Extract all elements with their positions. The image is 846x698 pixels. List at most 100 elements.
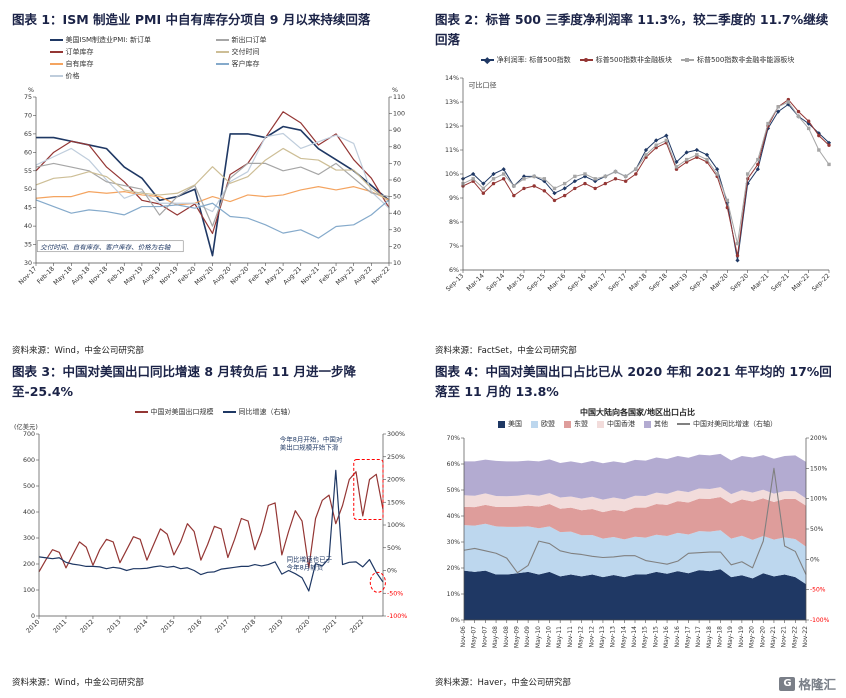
figure-3-plot: 0 100 200 300 400 500 600 700 -100% -50% 0% 50% 100%… xyxy=(12,418,417,640)
svg-text:Sep-18: Sep-18 xyxy=(648,272,669,293)
svg-text:10: 10 xyxy=(393,260,401,267)
legend-item-own-inventories: 自有库存 xyxy=(49,59,214,69)
svg-text:May-19: May-19 xyxy=(727,626,734,648)
svg-text:Nov-22: Nov-22 xyxy=(371,265,392,286)
svg-text:Aug-21: Aug-21 xyxy=(282,265,303,286)
svg-text:May-10: May-10 xyxy=(535,626,542,648)
svg-text:Aug-20: Aug-20 xyxy=(212,265,233,286)
svg-text:%: % xyxy=(392,87,398,94)
hongkong-swatch xyxy=(597,420,604,428)
svg-text:Sep-22: Sep-22 xyxy=(811,272,832,293)
legend-label: 欧盟 xyxy=(541,420,555,428)
annotation: 交付时间、自有库存、客户库存、价格为右轴 xyxy=(36,240,184,253)
svg-text:30: 30 xyxy=(24,260,32,267)
figure-4-plot: 0% 10% 20% 30% 40% 50% 60% 70% -100% -50% 0% 50% 100… xyxy=(435,430,840,654)
legend-label: 美国 xyxy=(508,420,522,428)
svg-text:May-13: May-13 xyxy=(599,626,606,648)
svg-text:Nov-14: Nov-14 xyxy=(631,626,638,648)
figure-3-legend: 中国对美国出口规模 同比增速（右轴） xyxy=(12,407,417,417)
gelonghui-logo-text: 格隆汇 xyxy=(798,677,836,692)
svg-text:75: 75 xyxy=(24,94,32,101)
svg-text:-50%: -50% xyxy=(810,587,826,594)
svg-text:2011: 2011 xyxy=(52,618,68,634)
svg-text:50%: 50% xyxy=(810,526,824,533)
annotation: 同比增速也已于今年8月转负 xyxy=(287,554,333,571)
svg-text:700: 700 xyxy=(23,431,35,438)
svg-text:Mar-14: Mar-14 xyxy=(465,272,485,292)
figure-2-legend: 净利润率: 标普500指数 标普500指数非金融板块 标普500指数非金融非能源板块 xyxy=(435,55,840,65)
svg-text:May-16: May-16 xyxy=(663,626,670,648)
figure-1-plot: 30 35 40 45 50 55 60 65 70 75 10 20 30 40 50 60 70 80 90 10… xyxy=(12,83,417,293)
legend-item-others: 其他 xyxy=(644,419,668,429)
series-supplier-deliveries xyxy=(35,147,390,203)
export-scale-swatch xyxy=(134,411,148,413)
svg-text:0%: 0% xyxy=(810,556,820,563)
figure-4-title: 图表 4：中国对美国出口占比已从 2020 年和 2021 年平均的 17%回落… xyxy=(435,364,832,399)
panel-figure-2: 图表 2：标普 500 三季度净利润率 11.3%，较二季度的 11.7%继续回… xyxy=(431,8,842,360)
svg-text:May-09: May-09 xyxy=(513,626,520,648)
figure-3-title: 图表 3：中国对美国出口同比增速 8 月转负后 11 月进一步降至-25.4% xyxy=(12,364,357,399)
svg-text:Nov-17: Nov-17 xyxy=(695,626,702,648)
svg-text:May-07: May-07 xyxy=(471,626,478,648)
svg-text:100: 100 xyxy=(393,111,405,118)
yoy-growth-swatch xyxy=(222,411,236,413)
annotation: 今年8月开始，中国对美出口规模开始下滑 xyxy=(280,434,343,451)
svg-text:300: 300 xyxy=(23,535,35,542)
svg-text:Mar-21: Mar-21 xyxy=(750,272,770,292)
legend-item-us-yoy-growth: 中国对美同比增速（右轴） xyxy=(677,419,777,429)
svg-text:Nov-20: Nov-20 xyxy=(759,626,766,648)
figure-2-title: 图表 2：标普 500 三季度净利润率 11.3%，较二季度的 11.7%继续回… xyxy=(435,12,829,47)
legend-item-eu: 欧盟 xyxy=(531,419,555,429)
asean-swatch xyxy=(564,420,571,428)
svg-text:%: % xyxy=(28,87,34,94)
others-swatch xyxy=(644,420,651,428)
svg-text:Nov-11: Nov-11 xyxy=(567,626,574,648)
svg-text:Nov-12: Nov-12 xyxy=(588,626,595,648)
legend-label: 标普500指数非金融非能源板块 xyxy=(696,56,795,64)
charts-grid: 图表 1：ISM 制造业 PMI 中自有库存分项自 9 月以来持续回落 美国IS… xyxy=(8,8,842,692)
svg-text:110: 110 xyxy=(393,94,405,101)
figure-4-source: 资料来源：Haver，中金公司研究部 xyxy=(435,678,571,688)
svg-text:May-20: May-20 xyxy=(194,265,215,286)
figure-4-svg: 0% 10% 20% 30% 40% 50% 60% 70% -100% -50% 0% 50% 100… xyxy=(447,435,830,648)
svg-text:Nov-18: Nov-18 xyxy=(717,626,724,648)
svg-text:Nov-19: Nov-19 xyxy=(738,626,745,648)
gelonghui-logo-icon: G xyxy=(779,676,796,691)
svg-text:May-17: May-17 xyxy=(684,626,691,648)
legend-label: 同比增速（右轴） xyxy=(238,408,295,416)
svg-text:150%: 150% xyxy=(810,465,827,472)
annotation xyxy=(353,458,384,521)
svg-text:Nov-09: Nov-09 xyxy=(524,626,531,648)
legend-item-new-orders: 美国ISM制造业PMI: 新订单 xyxy=(49,35,214,45)
legend-label: 订单库存 xyxy=(65,48,94,56)
svg-text:600: 600 xyxy=(23,457,35,464)
svg-text:35: 35 xyxy=(24,242,32,249)
svg-text:2015: 2015 xyxy=(160,618,176,634)
series-sp500 xyxy=(460,102,832,263)
svg-text:Sep-16: Sep-16 xyxy=(567,272,588,293)
svg-text:May-18: May-18 xyxy=(52,265,73,286)
legend-item-sp500: 净利润率: 标普500指数 xyxy=(480,55,571,65)
svg-text:Aug-19: Aug-19 xyxy=(141,265,162,286)
sp500-ex-financials-swatch xyxy=(579,57,593,62)
legend-item-customers-inventories: 客户库存 xyxy=(215,59,380,69)
legend-label: 中国香港 xyxy=(607,420,635,428)
svg-text:80: 80 xyxy=(393,144,401,151)
svg-text:Sep-17: Sep-17 xyxy=(607,272,628,293)
svg-text:Nov-13: Nov-13 xyxy=(610,626,617,648)
svg-text:2012: 2012 xyxy=(79,618,95,634)
series-yoy-growth xyxy=(38,469,384,592)
svg-text:9%: 9% xyxy=(449,195,459,202)
series-hongkong xyxy=(464,487,806,513)
svg-text:Mar-18: Mar-18 xyxy=(628,272,648,292)
svg-text:100%: 100% xyxy=(810,496,827,503)
svg-text:2016: 2016 xyxy=(187,618,203,634)
panel-figure-4: 图表 4：中国对美国出口占比已从 2020 年和 2021 年平均的 17%回落… xyxy=(431,360,842,692)
svg-text:Nov-16: Nov-16 xyxy=(674,626,681,648)
svg-text:-100%: -100% xyxy=(810,617,830,624)
svg-text:0%: 0% xyxy=(450,617,460,624)
svg-text:May-22: May-22 xyxy=(791,626,798,648)
svg-text:Nov-08: Nov-08 xyxy=(503,626,510,648)
axes: 6%7%8%9%10%11%12%13%14%Sep-13 Mar-14 Sep-1… xyxy=(445,75,832,293)
